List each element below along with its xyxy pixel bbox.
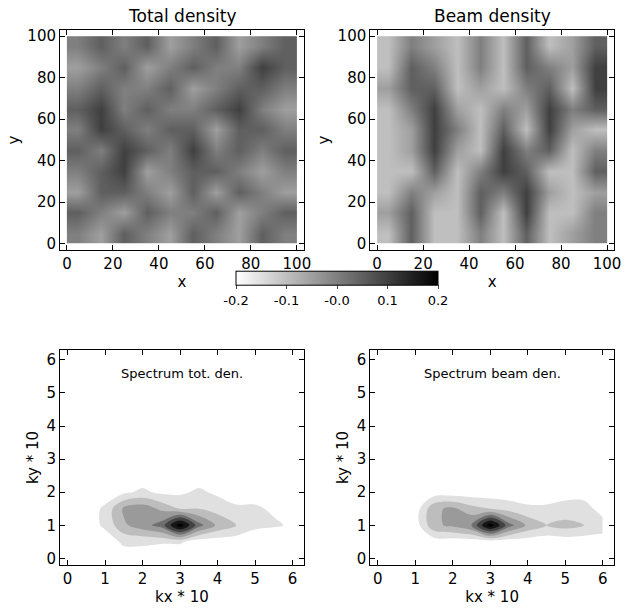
svg-text:60: 60 (37, 110, 56, 128)
svg-text:ky * 10: ky * 10 (24, 431, 42, 484)
svg-text:80: 80 (347, 69, 366, 87)
svg-text:3: 3 (46, 450, 56, 468)
svg-text:1: 1 (357, 517, 367, 535)
svg-text:80: 80 (241, 255, 260, 273)
svg-text:100: 100 (338, 27, 367, 45)
svg-text:40: 40 (460, 255, 479, 273)
svg-text:6: 6 (288, 570, 298, 588)
svg-text:4: 4 (46, 417, 56, 435)
svg-text:20: 20 (347, 193, 366, 211)
svg-text:6: 6 (357, 351, 367, 369)
svg-text:0: 0 (372, 255, 382, 273)
svg-text:4: 4 (213, 570, 223, 588)
svg-text:3: 3 (175, 570, 185, 588)
svg-text:4: 4 (357, 417, 367, 435)
svg-text:40: 40 (37, 152, 56, 170)
svg-text:2: 2 (448, 570, 458, 588)
svg-text:Spectrum beam den.: Spectrum beam den. (424, 366, 561, 381)
svg-text:1: 1 (46, 517, 56, 535)
svg-text:5: 5 (560, 570, 570, 588)
svg-text:60: 60 (195, 255, 214, 273)
svg-text:Total density: Total density (128, 6, 236, 26)
svg-text:kx * 10: kx * 10 (465, 588, 519, 606)
svg-text:20: 20 (414, 255, 433, 273)
svg-text:x: x (177, 273, 186, 291)
svg-text:x: x (488, 273, 497, 291)
svg-text:0: 0 (46, 550, 56, 568)
svg-text:2: 2 (357, 483, 367, 501)
svg-text:0.2: 0.2 (428, 293, 449, 308)
svg-text:Beam density: Beam density (434, 6, 551, 26)
svg-text:ky * 10: ky * 10 (334, 431, 352, 484)
svg-text:5: 5 (250, 570, 260, 588)
svg-text:20: 20 (37, 193, 56, 211)
svg-text:5: 5 (46, 384, 56, 402)
svg-text:6: 6 (46, 351, 56, 369)
svg-text:60: 60 (347, 110, 366, 128)
svg-text:kx * 10: kx * 10 (155, 588, 209, 606)
svg-text:-0.1: -0.1 (274, 293, 299, 308)
svg-text:3: 3 (485, 570, 495, 588)
svg-text:6: 6 (598, 570, 608, 588)
svg-text:60: 60 (506, 255, 525, 273)
svg-text:0: 0 (46, 235, 56, 253)
svg-text:0: 0 (62, 255, 72, 273)
svg-text:40: 40 (149, 255, 168, 273)
svg-text:100: 100 (593, 255, 622, 273)
svg-text:2: 2 (46, 483, 56, 501)
svg-text:4: 4 (523, 570, 533, 588)
svg-text:0: 0 (63, 570, 73, 588)
svg-text:0: 0 (357, 550, 367, 568)
svg-text:1: 1 (410, 570, 420, 588)
svg-text:80: 80 (37, 69, 56, 87)
svg-text:-0.2: -0.2 (223, 293, 248, 308)
svg-text:y: y (5, 135, 23, 144)
svg-text:y: y (315, 135, 333, 144)
svg-text:1: 1 (100, 570, 110, 588)
svg-text:20: 20 (103, 255, 122, 273)
svg-text:0: 0 (373, 570, 383, 588)
svg-text:3: 3 (357, 450, 367, 468)
svg-text:80: 80 (552, 255, 571, 273)
svg-text:0: 0 (357, 235, 367, 253)
svg-text:0.1: 0.1 (377, 293, 398, 308)
svg-text:5: 5 (357, 384, 367, 402)
svg-text:Spectrum tot. den.: Spectrum tot. den. (121, 366, 243, 381)
svg-text:100: 100 (283, 255, 312, 273)
svg-text:-0.0: -0.0 (324, 293, 349, 308)
svg-text:100: 100 (27, 27, 56, 45)
svg-text:40: 40 (347, 152, 366, 170)
svg-text:2: 2 (138, 570, 148, 588)
